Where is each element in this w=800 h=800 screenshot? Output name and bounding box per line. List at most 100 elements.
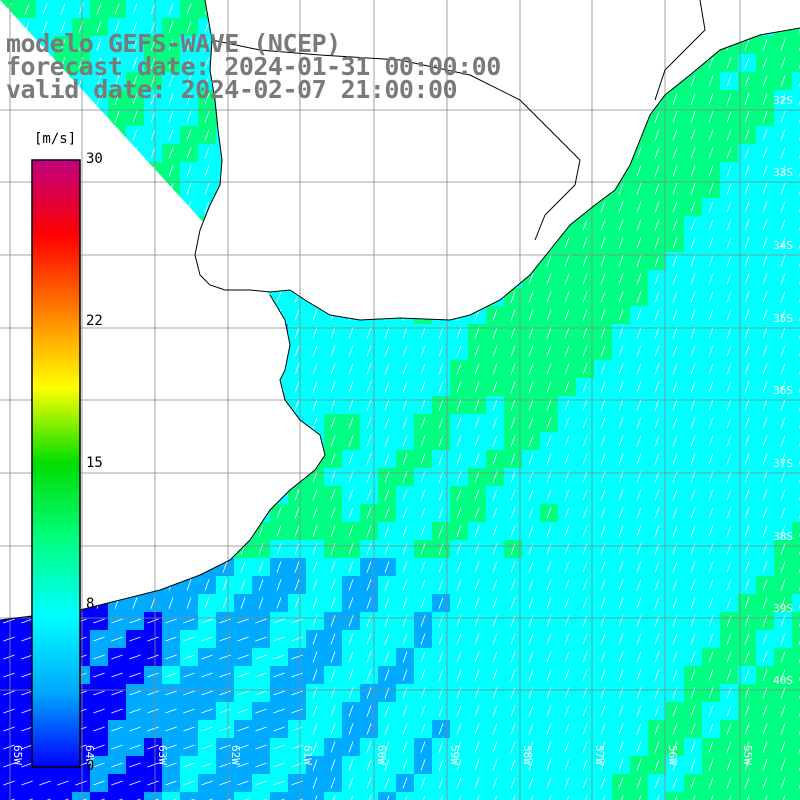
- wind-arrow: [366, 345, 372, 357]
- wind-arrow: [273, 672, 285, 678]
- wind-arrow: [762, 525, 768, 537]
- wind-arrow: [762, 363, 768, 375]
- latitude-label: 37S: [773, 457, 793, 470]
- wind-arrow: [654, 597, 660, 609]
- wind-arrow: [240, 597, 246, 609]
- wind-arrow: [672, 111, 678, 123]
- wind-arrow: [422, 795, 426, 800]
- wind-arrow: [366, 777, 372, 789]
- wind-arrow: [636, 327, 642, 339]
- wind-arrow: [201, 762, 213, 768]
- coastline-north: [194, 27, 800, 321]
- wind-speed-cell: [792, 540, 800, 559]
- wind-arrow: [528, 561, 534, 573]
- wind-arrow: [762, 255, 768, 267]
- wind-arrow: [780, 525, 786, 537]
- wind-arrow: [780, 327, 786, 339]
- wind-arrow: [150, 75, 156, 87]
- wind-arrow: [204, 21, 210, 33]
- wind-arrow: [510, 327, 516, 339]
- wind-arrow: [474, 561, 480, 573]
- wind-arrow: [654, 579, 660, 591]
- wind-arrow: [564, 417, 570, 429]
- wind-arrow: [276, 507, 282, 519]
- wind-arrow: [168, 75, 174, 87]
- wind-arrow: [492, 507, 498, 519]
- wind-arrow: [476, 795, 480, 800]
- wind-arrow: [294, 345, 300, 357]
- wind-arrow: [564, 507, 570, 519]
- wind-arrow: [420, 417, 426, 429]
- wind-arrow: [708, 165, 714, 177]
- wind-arrow: [510, 687, 516, 699]
- wind-arrow: [348, 777, 354, 789]
- wind-arrow: [201, 726, 213, 732]
- wind-arrow: [582, 687, 588, 699]
- wind-arrow: [762, 129, 768, 141]
- wind-arrow: [564, 543, 570, 555]
- wind-arrow: [330, 381, 336, 393]
- wind-speed-cell: [792, 486, 800, 505]
- wind-arrow: [366, 723, 372, 735]
- wind-arrow: [654, 273, 660, 285]
- wind-arrow: [780, 651, 786, 663]
- wind-arrow: [600, 309, 606, 321]
- wind-arrow: [147, 618, 159, 624]
- wind-arrow: [762, 759, 768, 771]
- wind-arrow: [726, 183, 732, 195]
- wind-arrow: [654, 615, 660, 627]
- wind-arrow: [492, 399, 498, 411]
- latitude-label: 35S: [773, 312, 793, 325]
- wind-arrow: [582, 489, 588, 501]
- wind-arrow: [582, 777, 588, 789]
- wind-arrow: [291, 654, 303, 660]
- wind-arrow: [402, 327, 408, 339]
- wind-arrow: [294, 309, 300, 321]
- wind-arrow: [147, 762, 159, 768]
- wind-arrow: [21, 636, 33, 642]
- wind-arrow: [744, 705, 750, 717]
- wind-arrow: [384, 579, 390, 591]
- wind-arrow: [528, 381, 534, 393]
- wind-arrow: [564, 435, 570, 447]
- wind-arrow: [402, 525, 408, 537]
- wind-arrow: [438, 687, 444, 699]
- wind-arrow: [690, 741, 696, 753]
- wind-arrow: [474, 525, 480, 537]
- wind-arrow: [708, 363, 714, 375]
- wind-arrow: [3, 690, 15, 696]
- wind-arrow: [492, 669, 498, 681]
- wind-arrow: [420, 597, 426, 609]
- wind-arrow: [726, 345, 732, 357]
- wind-arrow: [456, 669, 462, 681]
- wind-arrow: [21, 672, 33, 678]
- wind-arrow: [330, 615, 336, 627]
- wind-arrow: [201, 780, 213, 786]
- wind-arrow: [366, 381, 372, 393]
- wind-arrow: [510, 669, 516, 681]
- wind-arrow: [384, 687, 390, 699]
- wind-arrow: [726, 579, 732, 591]
- wind-arrow: [672, 399, 678, 411]
- wind-arrow: [618, 705, 624, 717]
- wind-arrow: [600, 255, 606, 267]
- wind-arrow: [780, 237, 786, 249]
- wind-arrow: [404, 795, 408, 800]
- wind-speed-cell: [792, 792, 800, 800]
- wind-arrow: [168, 165, 174, 177]
- wind-arrow: [111, 726, 123, 732]
- wind-arrow: [564, 633, 570, 645]
- wind-arrow: [618, 669, 624, 681]
- wind-arrow: [708, 507, 714, 519]
- wind-arrow: [111, 672, 123, 678]
- wind-arrow: [402, 687, 408, 699]
- wind-arrow: [384, 741, 390, 753]
- wind-arrow: [780, 579, 786, 591]
- latitude-labels: 32S 33S 34S 35S 36S 37S 38S 39S 40S: [773, 94, 793, 687]
- wind-arrow: [582, 417, 588, 429]
- wind-arrow: [744, 579, 750, 591]
- wind-arrow: [654, 507, 660, 519]
- wind-arrow: [654, 525, 660, 537]
- wind-arrow: [474, 381, 480, 393]
- wind-arrow: [273, 654, 285, 660]
